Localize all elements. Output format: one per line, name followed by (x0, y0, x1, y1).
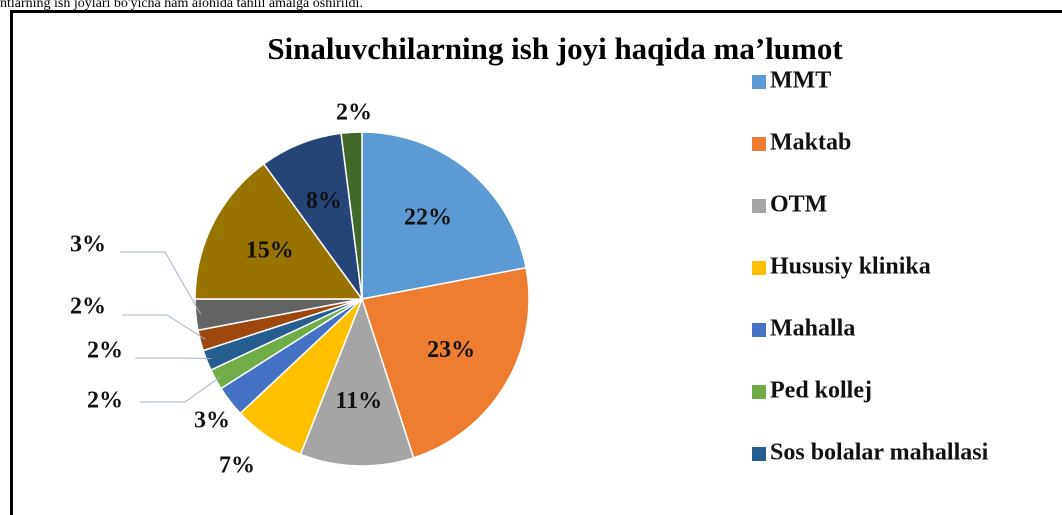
chart-title: Sinaluvchilarning ish joyi haqida ma’lum… (267, 31, 843, 66)
leader-line (135, 357, 212, 360)
legend-swatch (752, 385, 766, 399)
data-label: 3% (70, 232, 106, 258)
data-label: 23% (427, 337, 475, 363)
legend-label: Ped kollej (770, 378, 872, 404)
pie-slice (340, 131, 363, 300)
data-label: 2% (87, 338, 123, 364)
leader-line (140, 376, 221, 403)
legend-label: Maktab (770, 130, 851, 156)
chart-frame (10, 10, 1062, 515)
pie-slice (194, 162, 364, 300)
leader-line (122, 314, 206, 340)
legend-label: Mahalla (770, 316, 855, 342)
pie-slice (361, 266, 530, 459)
legend-swatch (752, 323, 766, 337)
legend-label: Hususiy klinika (770, 254, 931, 280)
data-label: 2% (70, 294, 106, 320)
legend-label: OTM (770, 192, 827, 218)
pie-slice (361, 131, 527, 300)
legend-swatch (752, 199, 766, 213)
data-label: 2% (336, 100, 372, 126)
legend-label: MMT (770, 68, 831, 94)
data-label: 2% (87, 388, 123, 414)
legend: MMT Maktab OTM Hususiy klinika Mahalla Ped ko… (752, 68, 989, 466)
caption: ntlarning ish joylari bo'yicha ham alohi… (0, 0, 363, 11)
data-label: 7% (219, 453, 255, 479)
pie-slice (299, 296, 415, 467)
data-label: 8% (306, 188, 342, 214)
data-label: 3% (194, 408, 230, 434)
data-label: 11% (335, 388, 382, 414)
legend-swatch (752, 261, 766, 275)
legend-swatch (752, 447, 766, 461)
legend-label: Sos bolalar mahallasi (770, 440, 989, 466)
data-label: 15% (246, 237, 294, 263)
pie: 22% 23% 11% 7% 3% 2% 2% 2% 3% 15% 8% 2% (70, 100, 530, 479)
legend-swatch (752, 137, 766, 151)
leader-line (120, 251, 202, 315)
data-label: 22% (404, 205, 452, 231)
legend-swatch (752, 75, 766, 89)
